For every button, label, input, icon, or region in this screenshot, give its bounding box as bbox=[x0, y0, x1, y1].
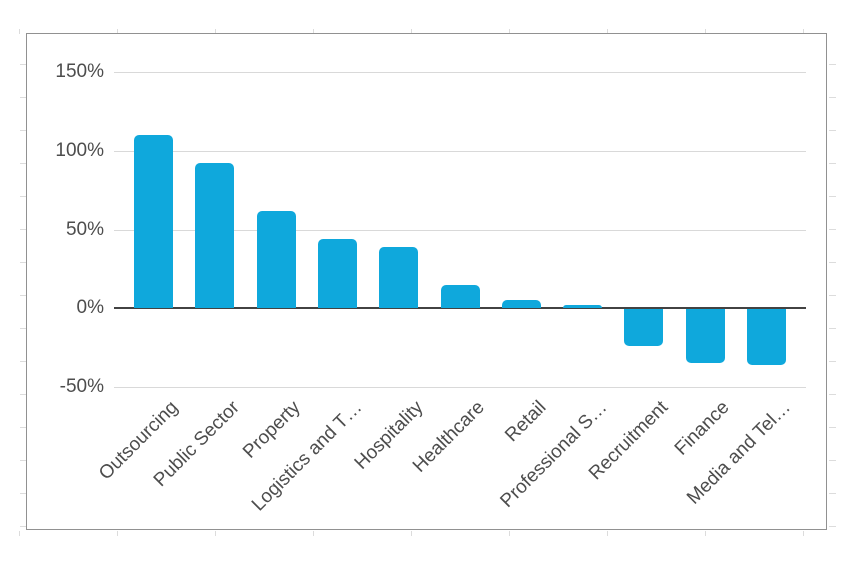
grid-stub bbox=[313, 531, 314, 536]
grid-stub bbox=[20, 64, 27, 65]
grid-stub bbox=[705, 29, 706, 34]
bar[interactable] bbox=[501, 300, 541, 309]
bar[interactable] bbox=[746, 309, 786, 365]
grid-stub bbox=[607, 531, 608, 536]
grid-stub bbox=[20, 295, 27, 296]
grid-stub bbox=[829, 394, 836, 395]
grid-stub bbox=[829, 493, 836, 494]
grid-stub bbox=[20, 97, 27, 98]
grid-stub bbox=[313, 29, 314, 34]
grid-stub bbox=[20, 427, 27, 428]
grid-stub bbox=[117, 29, 118, 34]
y-tick-label: 100% bbox=[55, 139, 104, 161]
bar[interactable] bbox=[134, 135, 174, 309]
grid-stub bbox=[829, 460, 836, 461]
grid-stub bbox=[829, 163, 836, 164]
grid-stub bbox=[20, 493, 27, 494]
y-tick-label: 50% bbox=[65, 218, 104, 240]
grid-stub bbox=[20, 526, 27, 527]
grid-stub bbox=[20, 196, 27, 197]
plot-area: 150% 100% 50% 0% -50% Outsourcing Public Secto… bbox=[55, 62, 806, 515]
bar[interactable] bbox=[624, 309, 664, 347]
grid-stub bbox=[411, 29, 412, 34]
y-tick-label: 0% bbox=[76, 297, 104, 319]
bar[interactable] bbox=[563, 305, 603, 309]
y-tick-label: 150% bbox=[55, 61, 104, 82]
grid-stub bbox=[829, 229, 836, 230]
grid-stub bbox=[19, 29, 20, 34]
gridline bbox=[114, 229, 806, 231]
bar[interactable] bbox=[440, 284, 480, 309]
grid-stub bbox=[829, 262, 836, 263]
grid-stub bbox=[19, 531, 20, 536]
grid-stub bbox=[20, 262, 27, 263]
grid-stub bbox=[829, 64, 836, 65]
chart-card: 150% 100% 50% 0% -50% Outsourcing Public Secto… bbox=[26, 33, 827, 530]
bar[interactable] bbox=[256, 210, 296, 309]
bar[interactable] bbox=[685, 309, 725, 364]
gridline bbox=[114, 150, 806, 152]
grid-stub bbox=[20, 163, 27, 164]
x-category-label: Retail bbox=[500, 397, 551, 447]
grid-stub bbox=[117, 531, 118, 536]
grid-stub bbox=[829, 328, 836, 329]
x-category-label: Professional S… bbox=[496, 397, 612, 512]
grid-stub bbox=[20, 130, 27, 131]
grid-stub bbox=[829, 196, 836, 197]
grid-stub bbox=[20, 394, 27, 395]
grid-stub bbox=[829, 526, 836, 527]
grid-stub bbox=[411, 531, 412, 536]
zero-axis-line bbox=[114, 307, 806, 310]
grid-stub bbox=[20, 229, 27, 230]
grid-stub bbox=[20, 460, 27, 461]
y-tick-label: -50% bbox=[59, 376, 104, 397]
grid-stub bbox=[215, 29, 216, 34]
grid-stub bbox=[803, 29, 804, 34]
grid-stub bbox=[829, 427, 836, 428]
grid-stub bbox=[509, 29, 510, 34]
grid-stub bbox=[829, 295, 836, 296]
grid-stub bbox=[509, 531, 510, 536]
grid-stub bbox=[829, 130, 836, 131]
x-category-label: Logistics and T… bbox=[247, 397, 367, 516]
gridline bbox=[114, 72, 806, 73]
bar[interactable] bbox=[317, 238, 357, 309]
grid-stub bbox=[803, 531, 804, 536]
grid-stub bbox=[829, 361, 836, 362]
grid-stub bbox=[20, 328, 27, 329]
bar[interactable] bbox=[379, 246, 419, 309]
grid-stub bbox=[829, 97, 836, 98]
grid-stub bbox=[215, 531, 216, 536]
bar[interactable] bbox=[195, 163, 235, 309]
gridline bbox=[114, 387, 806, 388]
grid-stub bbox=[20, 361, 27, 362]
grid-stub bbox=[705, 531, 706, 536]
grid-stub bbox=[607, 29, 608, 34]
